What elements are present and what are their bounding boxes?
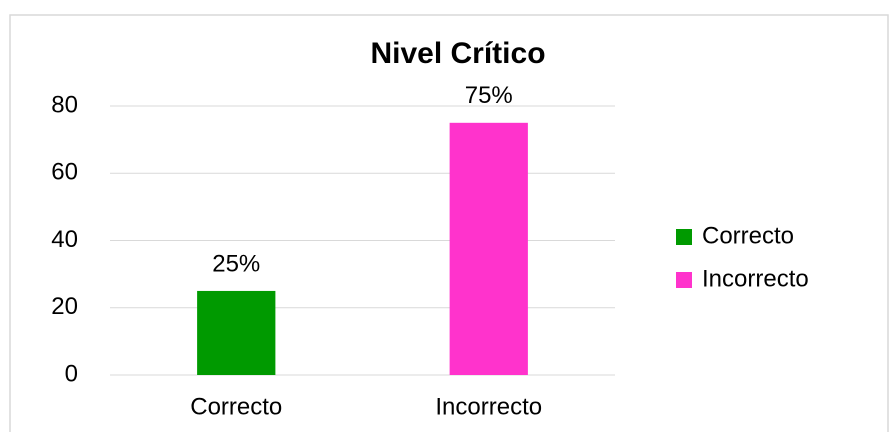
y-tick-label: 20 — [51, 293, 78, 320]
y-tick-label: 40 — [51, 226, 78, 253]
x-tick-label: Incorrecto — [435, 393, 542, 420]
legend-label: Correcto — [702, 222, 794, 249]
bar — [449, 122, 528, 375]
y-tick-label: 60 — [51, 159, 78, 186]
legend-swatch — [676, 229, 692, 245]
legend-label: Incorrecto — [702, 265, 809, 292]
y-tick-label: 0 — [65, 360, 78, 387]
bar — [197, 290, 276, 375]
chart-frame — [9, 14, 889, 432]
x-tick-label: Correcto — [190, 393, 282, 420]
chart-title: Nivel Crítico — [370, 37, 545, 70]
y-tick-label: 80 — [51, 91, 78, 118]
value-label: 25% — [212, 250, 260, 277]
value-label: 75% — [465, 82, 513, 109]
legend-swatch — [676, 272, 692, 288]
